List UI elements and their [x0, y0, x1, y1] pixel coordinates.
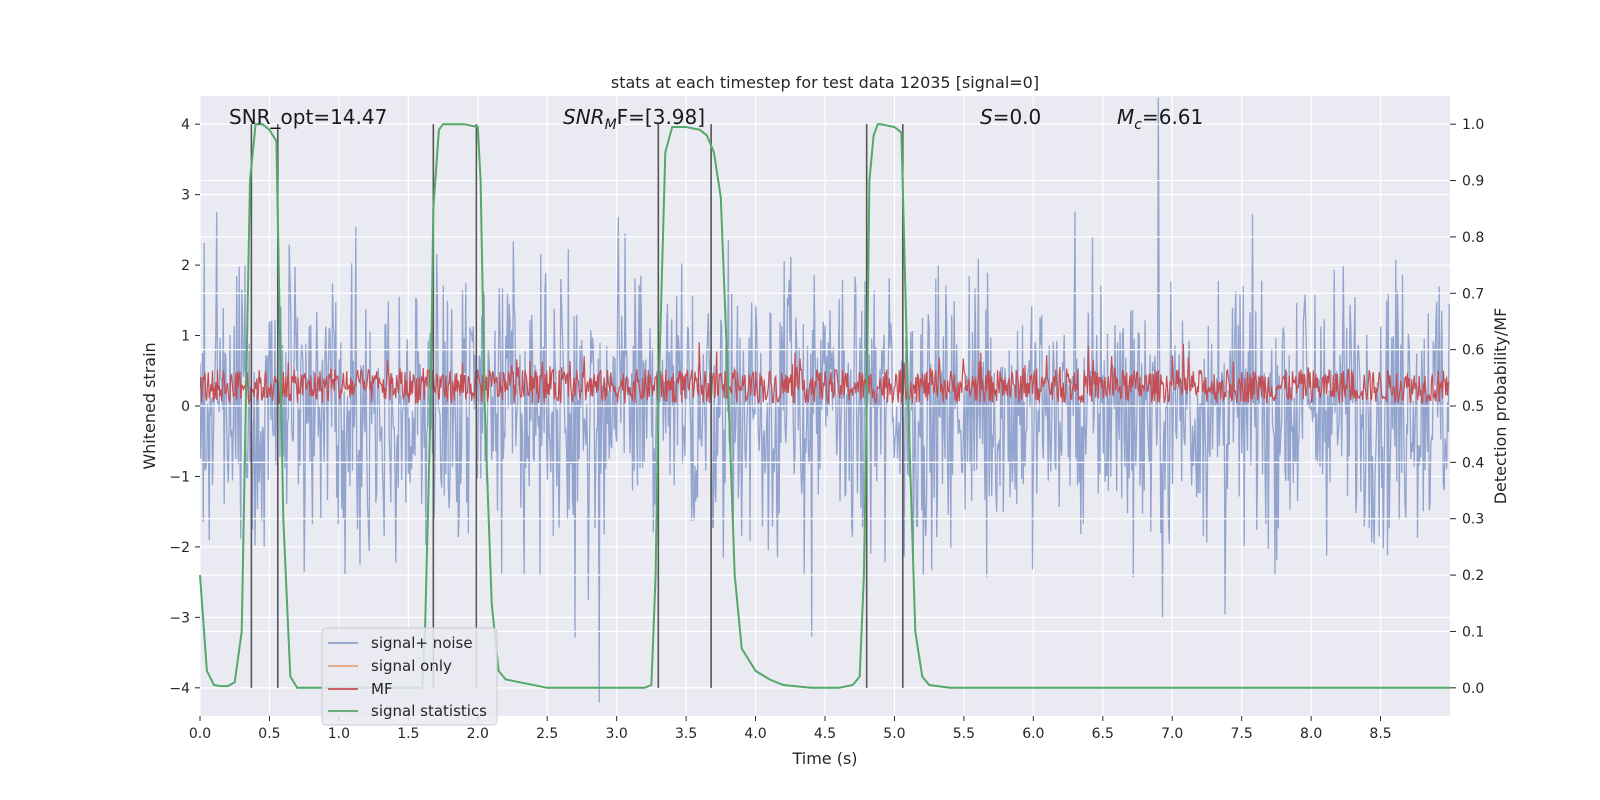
y-right-tick-label: 0.3 — [1462, 512, 1484, 528]
x-tick-label: 7.5 — [1231, 726, 1253, 742]
annotation-snr-opt: SNR_opt=14.47 — [229, 105, 387, 129]
x-tick-label: 6.5 — [1092, 726, 1114, 742]
y-tick-label: −2 — [169, 540, 190, 556]
y-tick-label: 0 — [181, 399, 190, 415]
y-tick-label: −4 — [169, 681, 190, 697]
mc-symbol: M — [1117, 105, 1134, 129]
x-tick-label: 1.5 — [397, 726, 419, 742]
y-axis-ticks: −4 −3 −2 −1 0 1 2 3 4 — [169, 117, 200, 697]
snr-mf-subscript: M — [605, 117, 617, 133]
legend: signal+ noise signal only MF signal stat… — [321, 627, 498, 726]
x-tick-label: 8.0 — [1300, 726, 1322, 742]
y-right-tick-label: 1.0 — [1462, 117, 1484, 133]
y-axis-right-label: Detection probability/MF — [1491, 308, 1510, 505]
x-axis-ticks: 0.0 0.5 1.0 1.5 2.0 2.5 3.0 3.5 4.0 4.5 5.0 5.5 6.0 6… — [189, 716, 1392, 742]
s-value: =0.0 — [993, 105, 1042, 129]
y-right-tick-label: 0.2 — [1462, 568, 1484, 584]
y-right-tick-label: 0.1 — [1462, 624, 1484, 640]
snr-mf-value: F=[3.98] — [617, 105, 705, 129]
mf-line — [200, 342, 1450, 405]
s-symbol: S — [980, 105, 993, 129]
x-tick-label: 2.5 — [536, 726, 558, 742]
y-right-tick-label: 0.0 — [1462, 681, 1484, 697]
signal-statistics-line — [199, 123, 1450, 689]
signal-noise-series — [200, 97, 1450, 703]
x-axis-label: Time (s) — [791, 749, 857, 768]
y-right-tick-label: 0.4 — [1462, 455, 1484, 471]
legend-label-noise: signal+ noise — [371, 634, 473, 652]
chart-title: stats at each timestep for test data 120… — [611, 73, 1039, 92]
y-tick-label: 4 — [181, 117, 190, 133]
x-tick-label: 5.0 — [883, 726, 905, 742]
x-tick-label: 3.0 — [606, 726, 628, 742]
y-tick-label: 2 — [181, 258, 190, 274]
signal-noise-line — [200, 97, 1450, 703]
annotation-mc: Mc=6.61 — [1117, 105, 1203, 133]
signal-statistics-series — [199, 123, 1450, 689]
y-axis-label: Whitened strain — [140, 342, 159, 469]
x-tick-label: 4.5 — [814, 726, 836, 742]
legend-box — [321, 627, 498, 726]
mc-subscript: c — [1134, 117, 1142, 133]
mc-value: =6.61 — [1142, 105, 1203, 129]
annotation-s: S=0.0 — [980, 105, 1041, 129]
legend-label-signal-statistics: signal statistics — [371, 702, 487, 720]
y-right-tick-label: 0.7 — [1462, 286, 1484, 302]
x-tick-label: 4.0 — [744, 726, 766, 742]
mf-series — [200, 342, 1450, 405]
y-right-tick-label: 0.5 — [1462, 399, 1484, 415]
y-tick-label: −3 — [169, 610, 190, 626]
y-right-tick-label: 0.9 — [1462, 174, 1484, 190]
annotation-snr-mf: SNRMF=[3.98] — [563, 105, 705, 133]
y-tick-label: 3 — [181, 188, 190, 204]
x-tick-label: 5.5 — [953, 726, 975, 742]
legend-label-mf: MF — [371, 680, 393, 698]
x-tick-label: 0.0 — [189, 726, 211, 742]
y-right-tick-label: 0.6 — [1462, 343, 1484, 359]
snr-mf-symbol: SNR — [563, 105, 605, 129]
x-tick-label: 8.5 — [1369, 726, 1391, 742]
legend-label-signal-only: signal only — [371, 657, 452, 675]
x-tick-label: 3.5 — [675, 726, 697, 742]
y-axis-right-ticks: 0.0 0.1 0.2 0.3 0.4 0.5 0.6 0.7 0.8 0.9 1.0 — [1450, 117, 1484, 697]
y-tick-label: −1 — [169, 469, 190, 485]
x-tick-label: 1.0 — [328, 726, 350, 742]
x-tick-label: 7.0 — [1161, 726, 1183, 742]
x-tick-label: 6.0 — [1022, 726, 1044, 742]
x-tick-label: 2.0 — [467, 726, 489, 742]
y-right-tick-label: 0.8 — [1462, 230, 1484, 246]
y-tick-label: 1 — [181, 329, 190, 345]
x-tick-label: 0.5 — [258, 726, 280, 742]
